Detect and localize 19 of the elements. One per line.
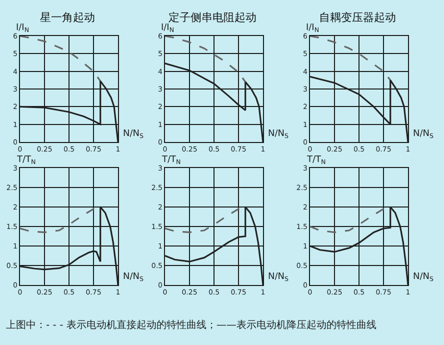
line-series [310, 36, 392, 81]
x-axis-title: N/N$_{S}$ [413, 272, 434, 283]
chart-title: 自耦变压器起动 [319, 10, 396, 24]
x-axis-title: N/N$_{S}$ [268, 272, 288, 283]
x-axis-title: N/N$_{S}$ [413, 129, 434, 140]
x-axis-title: N/N$_{S}$ [268, 129, 288, 140]
y-axis-title: T/T$_{N}$ [306, 155, 326, 166]
line-series [20, 36, 102, 82]
y-axis-title: I/I$_{N}$ [306, 23, 320, 34]
y-axis-title: T/T$_{N}$ [161, 155, 182, 166]
line-series [165, 36, 246, 83]
text: 上图中：- - - 表示电动机直接起动的特性曲线；——表示电动机降压起动的特性曲线 [6, 318, 378, 332]
y-axis-title: T/T$_{N}$ [16, 155, 36, 166]
chart-title: 星一角起动 [40, 10, 95, 24]
y-axis-title: I/I$_{N}$ [16, 23, 30, 34]
y-axis-title: I/I$_{N}$ [161, 23, 174, 34]
chart-title: 定子侧串电阻起动 [168, 10, 256, 24]
x-axis-title: N/N$_{S}$ [123, 272, 144, 283]
x-axis-title: N/N$_{S}$ [123, 129, 144, 140]
